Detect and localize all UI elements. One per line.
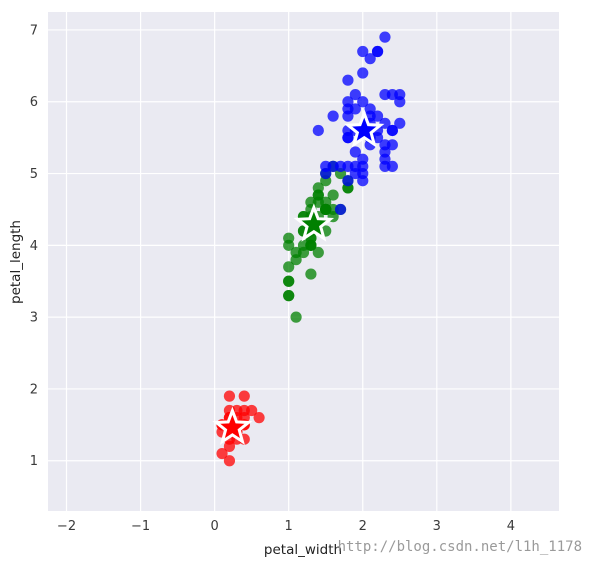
y-tick-label: 4 <box>30 239 38 254</box>
data-point <box>349 146 361 158</box>
data-point <box>216 447 228 460</box>
data-point <box>386 139 398 151</box>
data-point <box>334 203 347 216</box>
x-tick-label: 0 <box>210 519 218 534</box>
x-axis-label: petal_width <box>264 542 342 558</box>
data-point <box>371 45 384 58</box>
data-point <box>246 404 258 417</box>
data-point <box>371 132 384 144</box>
data-point <box>283 232 295 244</box>
data-point <box>357 175 369 187</box>
data-point <box>283 275 295 287</box>
data-point <box>349 167 361 180</box>
x-tick-label: 1 <box>285 519 293 534</box>
data-point <box>290 254 302 266</box>
x-tick-label: 3 <box>433 519 441 534</box>
x-tick-label: 4 <box>507 519 515 534</box>
y-axis-label: petal_length <box>8 220 24 304</box>
centroid-star <box>212 406 253 445</box>
data-point <box>283 290 295 302</box>
data-point <box>386 124 398 137</box>
data-point <box>297 239 310 251</box>
y-tick-label: 6 <box>30 95 38 110</box>
data-point <box>357 45 369 58</box>
data-point <box>223 440 236 452</box>
x-tick-label: −2 <box>57 519 76 534</box>
data-point <box>342 74 354 86</box>
data-point <box>379 31 391 43</box>
data-point <box>379 153 391 165</box>
data-point <box>357 153 369 165</box>
data-point <box>312 196 324 208</box>
data-point <box>238 390 250 402</box>
data-point <box>305 268 317 280</box>
data-point <box>364 53 376 65</box>
data-point <box>357 96 369 108</box>
centroid-star <box>293 203 335 242</box>
data-point <box>342 175 354 187</box>
y-tick-label: 5 <box>30 167 38 182</box>
data-point <box>342 103 354 115</box>
data-point <box>283 261 295 273</box>
data-point <box>253 412 265 424</box>
data-point <box>290 311 302 323</box>
data-point <box>386 88 398 101</box>
data-point <box>349 88 361 101</box>
data-point <box>312 124 324 137</box>
x-tick-labels: −2 −1 0 1 2 3 4 <box>57 519 515 534</box>
data-point <box>312 246 324 259</box>
y-tick-label: 7 <box>30 23 38 38</box>
grid-lines <box>48 12 559 511</box>
data-point <box>327 189 339 201</box>
data-point <box>334 160 347 172</box>
centroid-markers <box>212 109 385 445</box>
plot-background <box>48 12 559 511</box>
data-point <box>223 390 236 402</box>
y-tick-label: 2 <box>30 382 38 397</box>
y-tick-label: 3 <box>30 311 38 326</box>
x-tick-label: 2 <box>359 519 367 534</box>
data-point <box>327 110 339 122</box>
data-point <box>312 182 324 194</box>
x-tick-label: −1 <box>131 519 150 534</box>
data-point <box>223 455 236 467</box>
data-point <box>342 132 354 144</box>
y-tick-labels: 1 2 3 4 5 6 7 <box>30 23 38 469</box>
data-point <box>379 117 391 129</box>
data-point <box>357 67 369 79</box>
data-point <box>394 117 406 129</box>
watermark-text: http://blog.csdn.net/l1h_1178 <box>338 539 582 555</box>
centroid-star <box>344 109 385 148</box>
y-tick-label: 1 <box>30 454 38 469</box>
